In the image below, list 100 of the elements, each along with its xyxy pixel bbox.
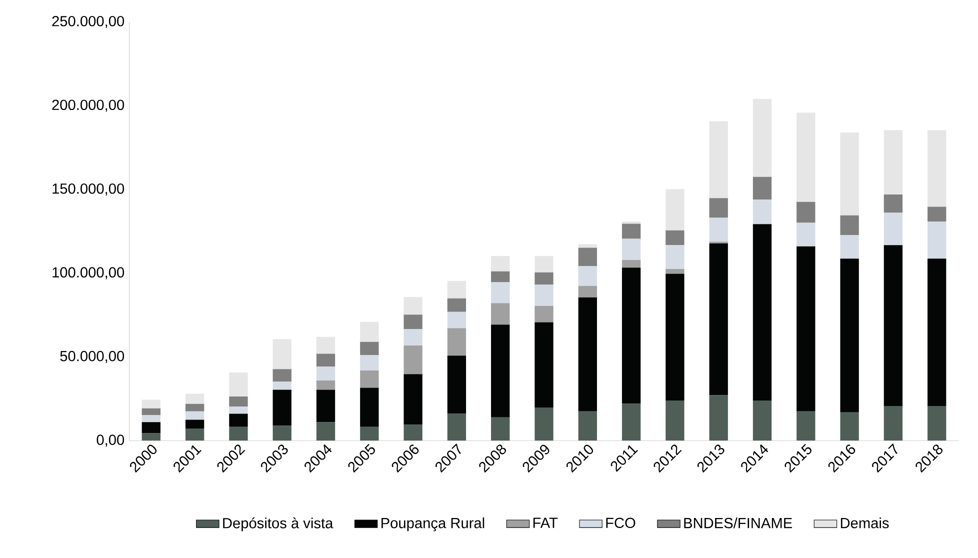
y-tick-label: 0,00	[96, 434, 124, 447]
bar	[884, 130, 903, 194]
bar	[622, 221, 641, 224]
y-tick-label: 150.000,00	[52, 183, 124, 196]
bar	[666, 230, 684, 246]
bar	[752, 200, 772, 224]
bar	[272, 382, 292, 390]
bar	[622, 268, 641, 404]
bar	[447, 298, 466, 312]
bar	[272, 426, 292, 441]
bar	[404, 296, 422, 315]
bar	[185, 420, 204, 428]
bar	[185, 394, 204, 404]
bar	[491, 324, 510, 418]
bar	[840, 412, 859, 441]
bar	[491, 417, 510, 441]
bar	[404, 329, 422, 346]
legend-label: Depósitos à vista	[223, 517, 334, 532]
bar	[316, 336, 336, 354]
bar	[666, 269, 684, 274]
bar	[622, 224, 641, 239]
legend-label: FAT	[533, 518, 558, 528]
bar	[666, 274, 684, 400]
bar	[360, 388, 379, 427]
bar	[709, 395, 728, 441]
bar	[185, 411, 204, 420]
bar	[491, 303, 510, 325]
bar	[752, 400, 772, 441]
bar	[229, 414, 248, 427]
bar	[185, 404, 204, 412]
bar	[928, 221, 946, 259]
bar	[360, 426, 379, 441]
bar	[622, 404, 641, 441]
bar	[666, 400, 684, 441]
bar	[709, 218, 728, 242]
bar	[142, 400, 160, 408]
bar	[404, 374, 422, 425]
bar	[578, 248, 597, 266]
bar	[491, 282, 510, 304]
bar	[884, 245, 903, 406]
bar	[752, 224, 772, 400]
bar	[316, 422, 336, 441]
bar	[534, 284, 554, 306]
bar	[622, 260, 641, 268]
y-tick-label: 100.000,00	[52, 267, 124, 280]
bar	[796, 222, 816, 246]
bar	[360, 370, 379, 388]
bar	[534, 256, 554, 272]
bar	[928, 130, 946, 207]
bar	[752, 176, 772, 200]
bar	[666, 245, 684, 270]
bar	[272, 369, 292, 382]
bar	[491, 271, 510, 282]
bar	[447, 356, 466, 414]
bar	[709, 121, 728, 198]
bar	[928, 258, 946, 406]
bar	[142, 408, 160, 416]
bar	[928, 206, 946, 222]
bar	[796, 411, 816, 441]
bar	[796, 246, 816, 412]
bar	[316, 380, 336, 390]
legend-label: FCO	[606, 518, 636, 528]
bar	[578, 244, 597, 248]
bar	[840, 215, 859, 236]
legend-label: BNDES/FINAME	[684, 518, 792, 528]
y-tick-label: 200.000,00	[52, 100, 124, 112]
bar	[884, 212, 903, 246]
bar	[142, 415, 160, 422]
bar	[534, 272, 554, 285]
bar	[534, 306, 554, 322]
legend-label: Poupança Rural	[382, 518, 484, 532]
bar	[709, 243, 728, 396]
bar	[316, 366, 336, 381]
y-tick-label: 250.000,00	[52, 16, 124, 28]
bar	[928, 406, 946, 441]
bar	[534, 322, 554, 408]
bar	[709, 198, 728, 218]
bar	[272, 339, 292, 370]
bar	[578, 297, 597, 412]
bar	[229, 372, 248, 396]
bar	[229, 406, 248, 414]
bar	[360, 322, 379, 342]
bar	[884, 406, 903, 441]
bar	[360, 355, 379, 370]
bar	[404, 314, 422, 330]
bar	[447, 328, 466, 356]
bar	[272, 390, 292, 426]
y-tick-label: 50.000,00	[60, 350, 124, 363]
bar	[142, 422, 160, 434]
legend-label: Demais	[840, 518, 889, 528]
bar	[622, 238, 641, 260]
bar	[491, 256, 510, 272]
bar	[796, 202, 816, 223]
bar	[666, 189, 684, 230]
bar	[447, 280, 466, 298]
bar	[578, 286, 597, 298]
bar	[229, 426, 248, 441]
bar	[796, 112, 816, 202]
bar	[752, 99, 772, 177]
bar	[840, 235, 859, 259]
